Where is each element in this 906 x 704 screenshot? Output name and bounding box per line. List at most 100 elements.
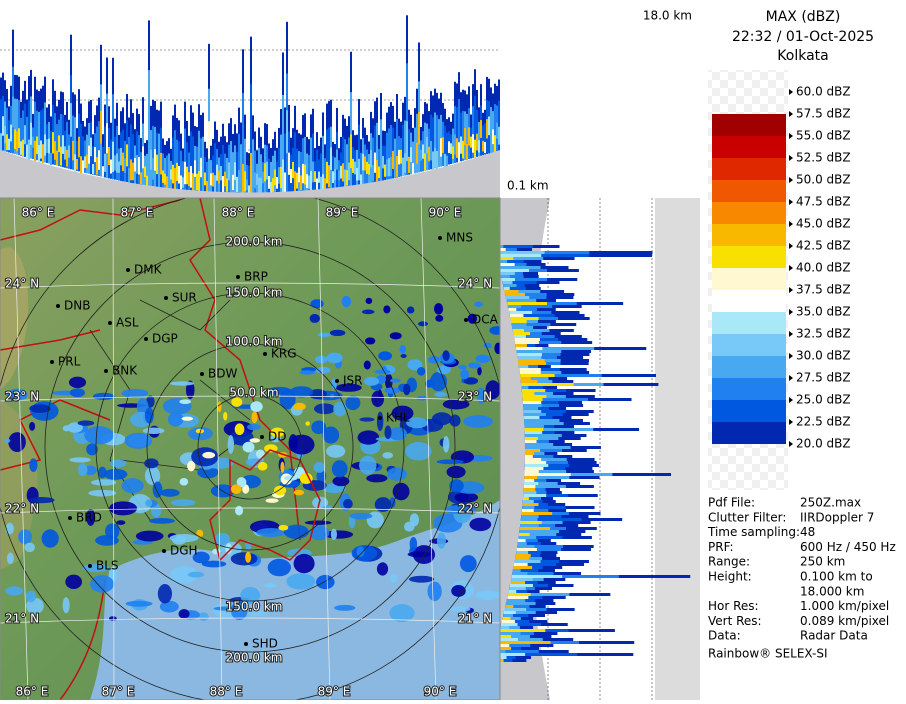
echo-row — [497, 263, 515, 266]
info-value: 0.100 km to — [800, 570, 873, 584]
echo-column — [182, 177, 184, 188]
echo-column — [380, 162, 382, 185]
echo — [247, 423, 261, 431]
echo-row — [518, 539, 526, 542]
scale-tick — [789, 309, 793, 315]
echo-column — [192, 136, 194, 193]
echo-column — [432, 151, 434, 170]
echo-column — [360, 174, 362, 186]
echo-column — [336, 149, 338, 170]
echo-column — [176, 162, 178, 181]
echo-row — [522, 497, 542, 500]
echo — [92, 392, 115, 401]
echo-row — [522, 395, 547, 398]
echo-column — [164, 173, 166, 185]
echo-row — [524, 434, 547, 437]
echo-column — [342, 136, 344, 188]
echo — [403, 383, 411, 396]
echo — [449, 479, 464, 493]
echo-column — [6, 134, 8, 150]
echo-column — [378, 148, 380, 182]
echo-row — [521, 386, 543, 389]
echo-row — [517, 542, 527, 545]
echo-column — [408, 129, 410, 175]
echo — [449, 606, 471, 613]
echo-row — [511, 323, 527, 326]
echo-column — [268, 175, 270, 189]
echo-column — [396, 156, 398, 177]
scale-tick — [789, 243, 793, 249]
echo-row — [524, 428, 544, 431]
echo — [463, 415, 494, 428]
title: MAX (dBZ) — [766, 9, 841, 25]
echo-row — [518, 365, 539, 368]
echo-column — [94, 147, 96, 163]
echo-row — [503, 611, 536, 614]
echo — [475, 354, 491, 363]
echo-row — [515, 341, 539, 344]
echo-row — [514, 335, 555, 338]
echo-column — [278, 167, 280, 184]
echo-row — [520, 380, 538, 383]
echo-row — [523, 413, 546, 416]
echo-row — [505, 293, 547, 296]
echo-row — [511, 575, 619, 578]
info-key: Data: — [708, 629, 741, 643]
echo — [170, 565, 199, 584]
echo-column — [282, 159, 284, 195]
city-label: MNS — [446, 231, 473, 245]
echo-row — [497, 260, 508, 263]
echo-column — [262, 171, 264, 184]
echo-column — [10, 124, 12, 142]
echo — [425, 379, 435, 388]
echo-column — [304, 164, 306, 185]
lat-label: 22° N — [458, 502, 492, 516]
echo-column — [328, 165, 330, 188]
echo-column — [460, 136, 462, 154]
echo-row — [514, 560, 541, 563]
echo-row — [493, 653, 578, 656]
echo-row — [500, 623, 518, 626]
range-label: 100.0 km — [226, 335, 283, 349]
echo-column — [408, 156, 410, 174]
echo-column — [66, 149, 68, 167]
echo-column — [26, 144, 28, 160]
echo-row — [518, 362, 547, 365]
echo-column — [428, 146, 430, 162]
echo-column — [396, 119, 398, 178]
echo — [434, 303, 444, 315]
echo-column — [190, 131, 192, 192]
echo — [280, 461, 285, 473]
city-label: SUR — [172, 291, 197, 305]
echo-column — [6, 107, 8, 152]
echo-column — [290, 169, 292, 184]
echo-column — [212, 172, 214, 187]
echo — [28, 496, 55, 504]
city-label: BNK — [112, 364, 138, 378]
echo-row — [520, 377, 531, 380]
echo-row — [512, 329, 550, 332]
echo-column — [48, 138, 50, 154]
city-label: DGP — [152, 332, 178, 346]
echo — [312, 496, 329, 509]
echo — [169, 381, 195, 386]
echo-row — [511, 320, 527, 323]
range-ring — [44, 241, 456, 653]
echo-column — [44, 102, 46, 163]
city-dot — [104, 369, 108, 373]
scale-swatch — [712, 202, 786, 224]
echo — [361, 309, 375, 315]
echo — [387, 467, 408, 481]
echo-column — [476, 110, 478, 157]
echo — [359, 455, 377, 475]
echo-column — [74, 154, 76, 174]
echo-row — [497, 635, 530, 638]
echo — [84, 465, 97, 476]
echo-row — [518, 536, 537, 539]
echo-row — [505, 602, 517, 605]
echo-row — [524, 476, 570, 479]
echo-row — [524, 452, 545, 455]
echo-column — [154, 149, 156, 171]
echo-column — [210, 173, 212, 186]
echo — [223, 411, 228, 421]
